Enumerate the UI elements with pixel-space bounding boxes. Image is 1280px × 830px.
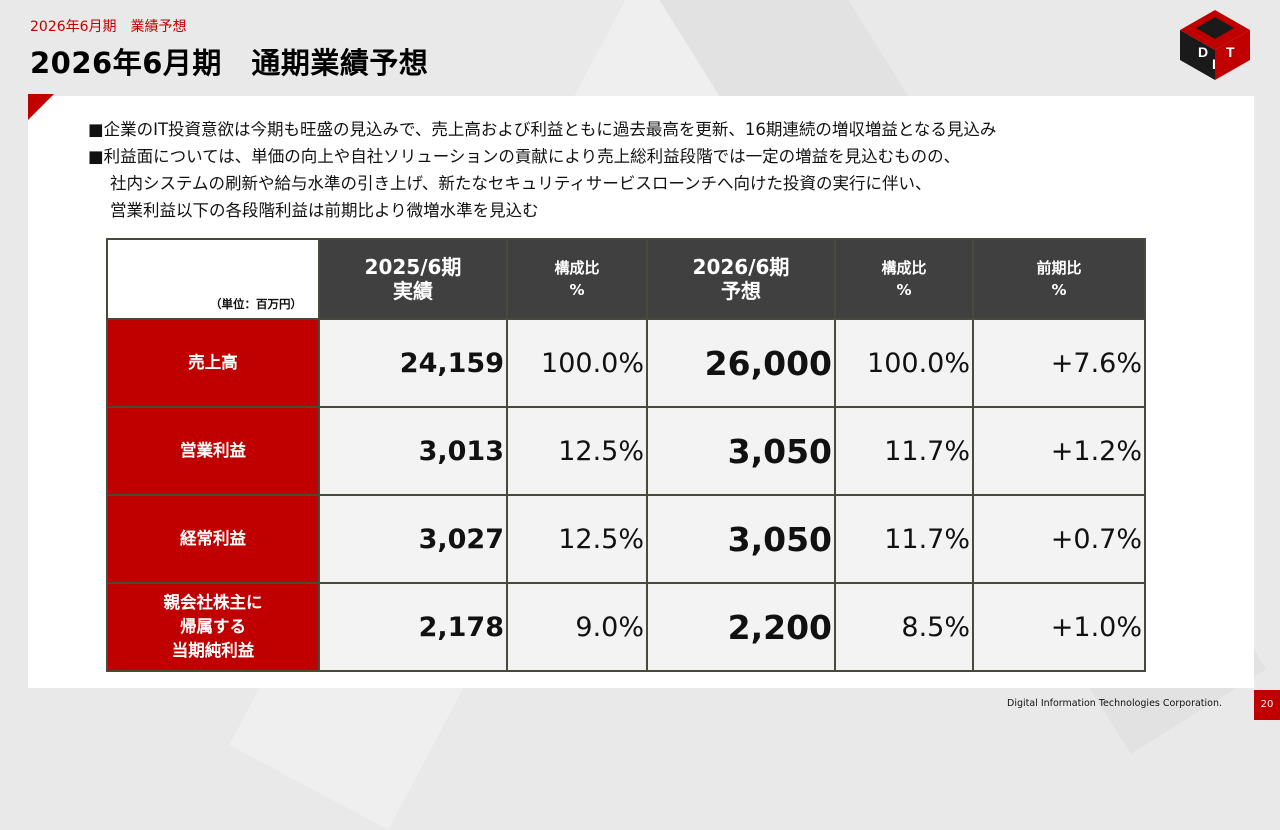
- yoy-change: +1.2%: [972, 406, 1146, 496]
- fy2026-ratio: 11.7%: [834, 494, 974, 584]
- yoy-change: +0.7%: [972, 494, 1146, 584]
- page-title: 2026年6月期 通期業績予想: [30, 46, 429, 80]
- fy2026-ratio: 8.5%: [834, 582, 974, 672]
- fy2025-value: 2,178: [318, 582, 508, 672]
- fy2025-ratio: 100.0%: [506, 318, 648, 408]
- red-corner-accent: [28, 94, 54, 120]
- fy2026-ratio: 11.7%: [834, 406, 974, 496]
- forecast-table: （単位：百万円） 2025/6期 実績 構成比 % 2026/6期 予想 構成比…: [106, 238, 1146, 672]
- fy2026-value: 26,000: [646, 318, 836, 408]
- fy2025-ratio: 12.5%: [506, 406, 648, 496]
- company-logo: D I T: [1180, 10, 1250, 80]
- yoy-change: +7.6%: [972, 318, 1146, 408]
- fy2025-value: 3,027: [318, 494, 508, 584]
- header-fy2025: 2025/6期 実績: [318, 238, 508, 320]
- row-label: 経常利益: [106, 494, 320, 584]
- bullet-line: 営業利益以下の各段階利益は前期比より微増水準を見込む: [110, 201, 539, 220]
- section-subtitle: 2026年6月期 業績予想: [30, 19, 187, 35]
- fy2026-value: 3,050: [646, 406, 836, 496]
- logo-letter-i: I: [1212, 56, 1216, 72]
- yoy-change: +1.0%: [972, 582, 1146, 672]
- fy2026-ratio: 100.0%: [834, 318, 974, 408]
- table-row-operating-income: 営業利益 3,013 12.5% 3,050 11.7% +1.2%: [106, 406, 1146, 496]
- page-number: 20: [1254, 690, 1280, 720]
- table-row-net-income: 親会社株主に 帰属する 当期純利益 2,178 9.0% 2,200 8.5% …: [106, 582, 1146, 672]
- fy2025-ratio: 12.5%: [506, 494, 648, 584]
- footer-company-name: Digital Information Technologies Corpora…: [1007, 698, 1223, 709]
- logo-letter-d: D: [1198, 44, 1208, 60]
- table-corner-cell: （単位：百万円）: [106, 238, 320, 320]
- bullet-line: ■企業のIT投資意欲は今期も旺盛の見込みで、売上高および利益ともに過去最高を更新…: [88, 120, 997, 139]
- header-ratio-2026: 構成比 %: [834, 238, 974, 320]
- fy2025-ratio: 9.0%: [506, 582, 648, 672]
- summary-bullets: ■企業のIT投資意欲は今期も旺盛の見込みで、売上高および利益ともに過去最高を更新…: [88, 116, 996, 224]
- table-header-row: （単位：百万円） 2025/6期 実績 構成比 % 2026/6期 予想 構成比…: [106, 238, 1146, 320]
- logo-letter-t: T: [1226, 44, 1235, 60]
- table-row-net-sales: 売上高 24,159 100.0% 26,000 100.0% +7.6%: [106, 318, 1146, 408]
- row-label: 売上高: [106, 318, 320, 408]
- fy2025-value: 3,013: [318, 406, 508, 496]
- header-yoy: 前期比 %: [972, 238, 1146, 320]
- header-fy2026: 2026/6期 予想: [646, 238, 836, 320]
- fy2026-value: 2,200: [646, 582, 836, 672]
- unit-label: （単位：百万円）: [210, 297, 302, 311]
- table-row-ordinary-income: 経常利益 3,027 12.5% 3,050 11.7% +0.7%: [106, 494, 1146, 584]
- row-label: 親会社株主に 帰属する 当期純利益: [106, 582, 320, 672]
- header-ratio-2025: 構成比 %: [506, 238, 648, 320]
- fy2025-value: 24,159: [318, 318, 508, 408]
- row-label: 営業利益: [106, 406, 320, 496]
- bullet-line: ■利益面については、単価の向上や自社ソリューションの貢献により売上総利益段階では…: [88, 147, 961, 166]
- fy2026-value: 3,050: [646, 494, 836, 584]
- bullet-line: 社内システムの刷新や給与水準の引き上げ、新たなセキュリティサービスローンチへ向け…: [110, 174, 932, 193]
